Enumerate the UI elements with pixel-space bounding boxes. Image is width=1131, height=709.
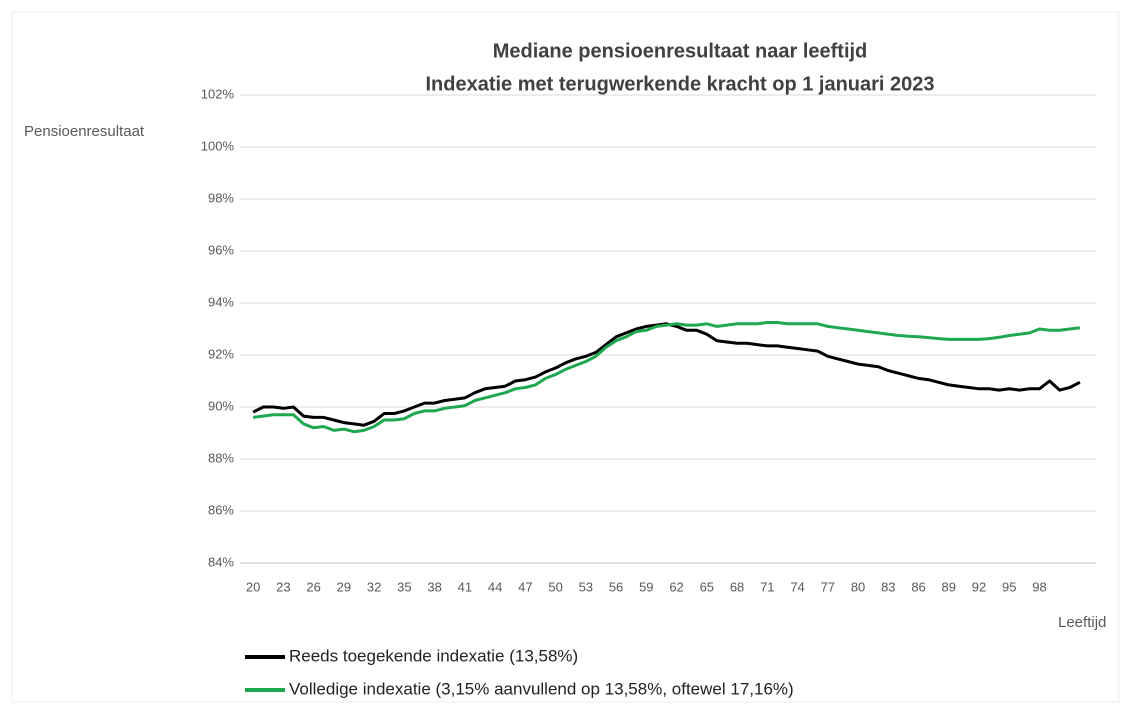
x-tick-label: 56 [609, 579, 623, 594]
y-tick-label: 88% [208, 450, 234, 465]
x-tick-label: 23 [276, 579, 290, 594]
x-tick-label: 44 [488, 579, 502, 594]
legend-label: Volledige indexatie (3,15% aanvullend op… [289, 679, 794, 698]
x-tick-label: 83 [881, 579, 895, 594]
x-tick-label: 80 [851, 579, 865, 594]
x-tick-label: 77 [821, 579, 835, 594]
x-tick-label: 20 [246, 579, 260, 594]
x-tick-label: 92 [972, 579, 986, 594]
x-tick-label: 89 [942, 579, 956, 594]
x-tick-label: 86 [911, 579, 925, 594]
y-tick-label: 92% [208, 346, 234, 361]
y-tick-label: 90% [208, 398, 234, 413]
x-tick-label: 35 [397, 579, 411, 594]
x-tick-label: 65 [700, 579, 714, 594]
y-tick-label: 96% [208, 242, 234, 257]
y-tick-label: 94% [208, 294, 234, 309]
y-tick-label: 98% [208, 190, 234, 205]
legend-label: Reeds toegekende indexatie (13,58%) [289, 646, 578, 665]
y-tick-label: 86% [208, 502, 234, 517]
series-line [252, 321, 1081, 434]
x-tick-label: 41 [458, 579, 472, 594]
x-tick-label: 29 [337, 579, 351, 594]
y-tick-label: 100% [201, 138, 235, 153]
x-tick-label: 53 [579, 579, 593, 594]
x-tick-label: 62 [669, 579, 683, 594]
x-tick-label: 26 [306, 579, 320, 594]
chart-subtitle: Indexatie met terugwerkende kracht op 1 … [425, 73, 934, 95]
x-tick-label: 71 [760, 579, 774, 594]
y-axis-label: Pensioenresultaat [24, 123, 145, 140]
y-tick-label: 102% [201, 86, 235, 101]
x-tick-label: 59 [639, 579, 653, 594]
x-tick-label: 95 [1002, 579, 1016, 594]
x-tick-label: 32 [367, 579, 381, 594]
x-tick-label: 50 [548, 579, 562, 594]
x-tick-label: 38 [427, 579, 441, 594]
chart-frame [11, 11, 1120, 703]
y-tick-label: 84% [208, 554, 234, 569]
x-tick-label: 68 [730, 579, 744, 594]
x-axis-label: Leeftijd [1058, 614, 1106, 631]
chart-title: Mediane pensioenresultaat naar leeftijd [493, 40, 868, 62]
x-tick-label: 47 [518, 579, 532, 594]
x-tick-label: 98 [1032, 579, 1046, 594]
x-tick-label: 74 [790, 579, 804, 594]
